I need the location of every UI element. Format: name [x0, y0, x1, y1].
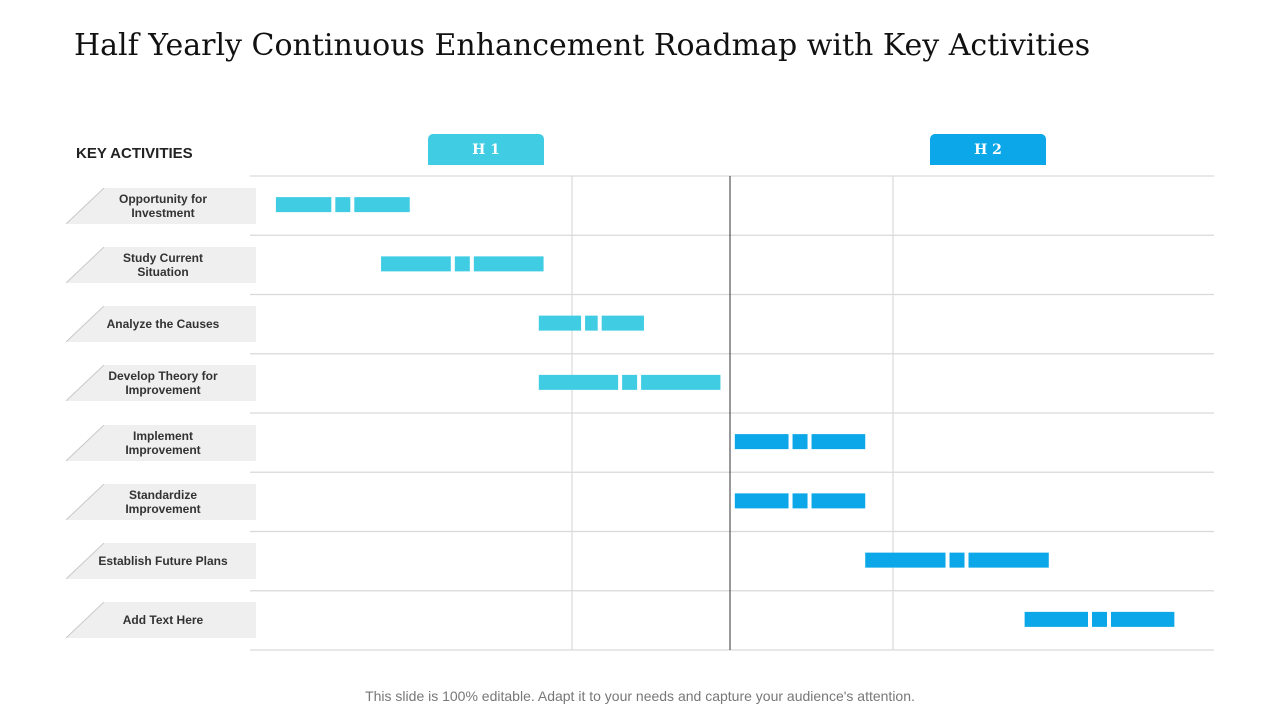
activity-label-text: Opportunity for Investment [119, 191, 207, 220]
task-bar-segment [1024, 611, 1088, 627]
page-title: Half Yearly Continuous Enhancement Roadm… [74, 28, 1091, 63]
activity-label-text: Develop Theory for Improvement [108, 369, 218, 398]
activity-label: Study Current Situation [66, 246, 256, 283]
half-tab-h1: H 1 [428, 134, 544, 165]
task-bar-segment [381, 256, 451, 272]
activity-label: Standardize Improvement [66, 483, 256, 520]
activity-label: Opportunity for Investment [66, 187, 256, 224]
task-bar-segment [734, 434, 789, 450]
task-bar-segment [335, 197, 351, 213]
activity-label-text: Standardize Improvement [125, 487, 201, 516]
task-bar-segment [1091, 611, 1107, 627]
footer-note: This slide is 100% editable. Adapt it to… [365, 688, 915, 704]
task-bar-segment [473, 256, 544, 272]
task-bar-segment [585, 315, 598, 331]
half-tab-h2: H 2 [930, 134, 1046, 165]
task-bar-segment [538, 374, 619, 390]
half-tab-h1-label: H 1 [472, 141, 500, 158]
activity-label-text: Study Current Situation [122, 250, 203, 279]
activity-label: Establish Future Plans [66, 543, 256, 580]
activity-label: Develop Theory for Improvement [66, 365, 256, 402]
task-bar-segment [968, 552, 1049, 568]
task-bar-segment [275, 197, 332, 213]
activity-label-text: Analyze the Causes [106, 317, 220, 332]
task-bar-segment [792, 493, 808, 509]
task-bar-segment [949, 552, 965, 568]
activity-label-text: Establish Future Plans [98, 554, 228, 569]
task-bar-segment [354, 197, 410, 213]
key-activities-heading: KEY ACTIVITIES [76, 145, 193, 162]
task-bar-segment [792, 434, 808, 450]
task-bar-segment [811, 434, 866, 450]
activity-label: Add Text Here [66, 602, 256, 639]
task-bar-segment [811, 493, 866, 509]
task-bar-segment [734, 493, 789, 509]
task-bar-segment [454, 256, 470, 272]
activity-label: Analyze the Causes [66, 306, 256, 343]
activity-label-text: Add Text Here [122, 613, 204, 628]
half-tab-h2-label: H 2 [974, 141, 1002, 158]
task-bar-segment [538, 315, 582, 331]
task-bar-segment [641, 374, 721, 390]
task-bar-segment [601, 315, 644, 331]
activity-label: Implement Improvement [66, 424, 256, 461]
task-bar-segment [1110, 611, 1175, 627]
task-bar-segment [622, 374, 638, 390]
activity-label-text: Implement Improvement [125, 428, 201, 457]
task-bar-segment [865, 552, 946, 568]
